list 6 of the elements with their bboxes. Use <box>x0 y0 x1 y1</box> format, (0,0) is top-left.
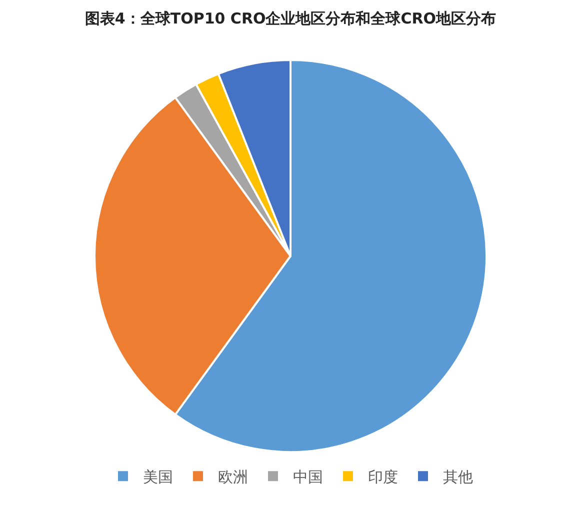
legend-label: 欧洲 <box>218 468 248 486</box>
legend-label: 中国 <box>293 468 323 486</box>
chart-title: 图表4：全球TOP10 CRO企业地区分布和全球CRO地区分布 <box>84 10 496 28</box>
legend-label: 其他 <box>443 468 473 486</box>
legend-label: 美国 <box>143 468 173 486</box>
legend-label: 印度 <box>368 468 398 486</box>
